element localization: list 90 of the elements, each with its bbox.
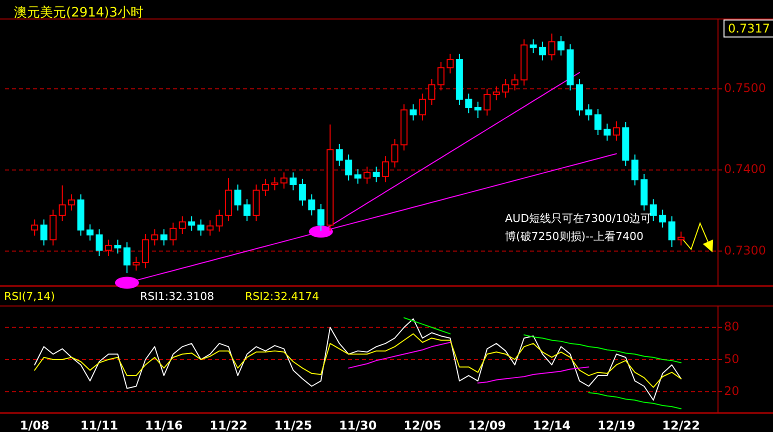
candlestick: [391, 138, 398, 168]
candlestick: [659, 209, 666, 228]
candlestick: [206, 220, 214, 236]
candlestick: [530, 38, 537, 54]
candlestick: [160, 228, 168, 246]
candlestick: [492, 86, 500, 101]
candlestick: [68, 194, 76, 212]
candlestick: [317, 204, 324, 232]
candlestick: [502, 78, 510, 98]
x-tick-label: 12/09: [468, 418, 506, 432]
candlestick: [446, 53, 454, 74]
x-tick-label: 12/22: [662, 418, 700, 432]
line-series: [524, 334, 682, 364]
candlestick: [96, 228, 103, 256]
candlestick: [244, 198, 251, 222]
y-tick-label: 50: [724, 352, 740, 366]
candlestick: [104, 239, 112, 256]
chart-title: RSI(7,14): [4, 290, 55, 304]
x-tick-label: 12/05: [404, 418, 442, 432]
candlestick: [58, 184, 66, 222]
x-tick-label: 11/30: [338, 418, 377, 432]
candlestick: [151, 228, 158, 246]
candlestick: [290, 172, 297, 191]
candlestick: [298, 178, 306, 206]
chart-title: 澳元美元(2914)3小时: [14, 4, 144, 21]
candlestick: [410, 104, 417, 121]
candlestick: [511, 74, 518, 91]
candlestick: [114, 239, 122, 254]
candlestick: [484, 88, 491, 116]
candlestick: [197, 218, 204, 236]
candlestick: [604, 123, 611, 142]
candlestick: [465, 93, 472, 114]
candlestick: [612, 120, 620, 142]
y-tick-label: 0.7300: [724, 243, 766, 258]
candlestick: [382, 156, 390, 183]
line-series: [404, 317, 451, 334]
candlestick: [262, 178, 269, 196]
candlestick: [234, 184, 242, 212]
candlestick: [548, 33, 556, 61]
y-tick-label: 20: [724, 384, 740, 398]
candlestick: [631, 154, 638, 186]
x-tick-label: 12/19: [598, 418, 636, 432]
text: RSI2:32.4174: [245, 290, 320, 304]
x-tick-label: 11/25: [274, 418, 312, 432]
annotation: 博(破7250则损)--上看7400: [505, 230, 644, 243]
text: 0.7317: [728, 21, 770, 36]
candlestick: [539, 41, 546, 61]
candlestick: [585, 104, 592, 121]
candlestick: [188, 216, 196, 232]
candlestick: [142, 234, 149, 269]
candlestick: [86, 224, 94, 242]
candlestick: [132, 256, 140, 272]
candlestick: [31, 218, 38, 236]
candlestick: [558, 36, 565, 56]
candlestick: [40, 218, 48, 246]
text: RSI1:32.3108: [140, 290, 214, 304]
candlestick: [594, 108, 602, 136]
candlestick: [178, 216, 186, 235]
x-tick-label: 11/22: [210, 418, 248, 432]
line-series: [588, 392, 682, 410]
candlestick: [428, 78, 436, 106]
candlestick: [474, 101, 482, 119]
candlestick: [668, 216, 676, 248]
line-series: [34, 333, 682, 388]
candlestick: [437, 62, 444, 91]
annotation: AUD短线只可在7300/10边可: [505, 212, 652, 225]
candlestick: [280, 172, 288, 190]
candlestick: [336, 143, 343, 166]
line-series: [34, 318, 682, 401]
candlestick: [271, 176, 278, 191]
x-tick-label: 12/14: [532, 418, 571, 432]
line-series: [348, 342, 451, 369]
x-tick-label: 11/11: [80, 418, 118, 432]
candlestick: [418, 93, 426, 121]
candlestick: [372, 166, 380, 183]
candlestick: [354, 168, 362, 184]
candlestick: [345, 154, 352, 181]
candlestick: [123, 242, 130, 274]
y-tick-label: 0.7500: [724, 81, 766, 96]
y-tick-label: 0.7400: [724, 162, 766, 176]
candlestick: [170, 222, 177, 246]
line-series: [477, 366, 590, 384]
x-tick-label: 11/16: [145, 418, 183, 432]
candlestick: [364, 166, 371, 184]
y-tick-label: 80: [724, 320, 740, 334]
candlestick: [678, 231, 685, 246]
x-tick-label: 1/08: [20, 418, 50, 432]
candlestick: [650, 198, 657, 222]
candlestick: [308, 194, 316, 216]
candlestick: [216, 209, 223, 232]
